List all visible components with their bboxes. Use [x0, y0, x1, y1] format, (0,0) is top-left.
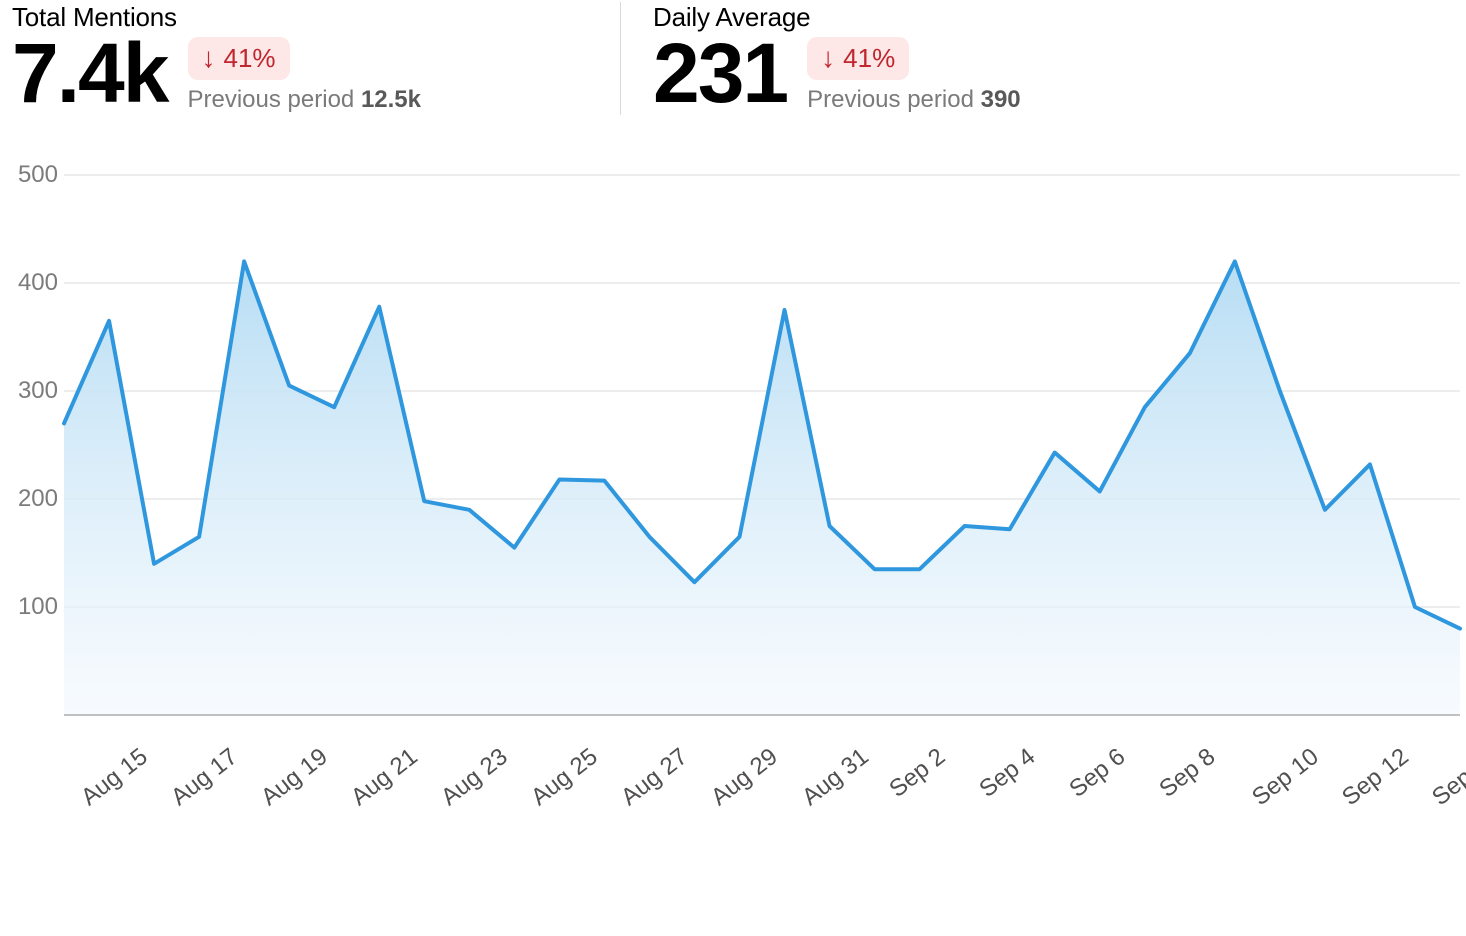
prev-value: 12.5k: [361, 86, 421, 113]
prev-value: 390: [981, 86, 1021, 113]
metric-value: 231: [653, 31, 787, 115]
x-tick-label: Aug 25: [526, 743, 603, 812]
arrow-down-icon: ↓: [202, 44, 216, 72]
prev-label: Previous period: [807, 86, 974, 113]
x-tick-label: Sep 12: [1337, 743, 1414, 812]
x-axis-labels: Aug 15Aug 17Aug 19Aug 21Aug 23Aug 25Aug …: [0, 159, 1466, 799]
x-tick-label: Sep 10: [1247, 743, 1324, 812]
metric-side: ↓ 41% Previous period 390: [807, 33, 1020, 114]
metric-daily-average: Daily Average 231 ↓ 41% Previous period …: [620, 2, 1240, 115]
x-tick-label: Sep 4: [974, 743, 1041, 804]
x-tick-label: Aug 21: [346, 743, 423, 812]
metric-value: 7.4k: [12, 31, 168, 115]
x-tick-label: Aug 27: [617, 743, 694, 812]
metric-side: ↓ 41% Previous period 12.5k: [188, 33, 422, 114]
x-tick-label: Aug 31: [797, 743, 874, 812]
delta-badge: ↓ 41%: [188, 37, 290, 80]
delta-pct: 41%: [843, 43, 895, 74]
x-tick-label: Aug 23: [436, 743, 513, 812]
arrow-down-icon: ↓: [821, 44, 835, 72]
prev-label: Previous period: [188, 86, 355, 113]
x-tick-label: Aug 19: [256, 743, 333, 812]
x-tick-label: Sep 14: [1427, 743, 1466, 812]
mentions-chart: 100200300400500 Aug 15Aug 17Aug 19Aug 21…: [0, 159, 1466, 799]
previous-period-text: Previous period 390: [807, 86, 1020, 114]
metric-total-mentions: Total Mentions 7.4k ↓ 41% Previous perio…: [0, 2, 620, 115]
metric-body: 7.4k ↓ 41% Previous period 12.5k: [12, 31, 620, 115]
x-tick-label: Aug 17: [166, 743, 243, 812]
x-tick-label: Sep 2: [884, 743, 951, 804]
x-tick-label: Sep 8: [1154, 743, 1221, 804]
dashboard-panel: Total Mentions 7.4k ↓ 41% Previous perio…: [0, 0, 1466, 936]
previous-period-text: Previous period 12.5k: [188, 86, 422, 114]
x-tick-label: Aug 29: [707, 743, 784, 812]
metrics-row: Total Mentions 7.4k ↓ 41% Previous perio…: [0, 0, 1466, 115]
x-tick-label: Aug 15: [76, 743, 153, 812]
x-tick-label: Sep 6: [1064, 743, 1131, 804]
delta-badge: ↓ 41%: [807, 37, 909, 80]
metric-body: 231 ↓ 41% Previous period 390: [653, 31, 1240, 115]
delta-pct: 41%: [224, 43, 276, 74]
